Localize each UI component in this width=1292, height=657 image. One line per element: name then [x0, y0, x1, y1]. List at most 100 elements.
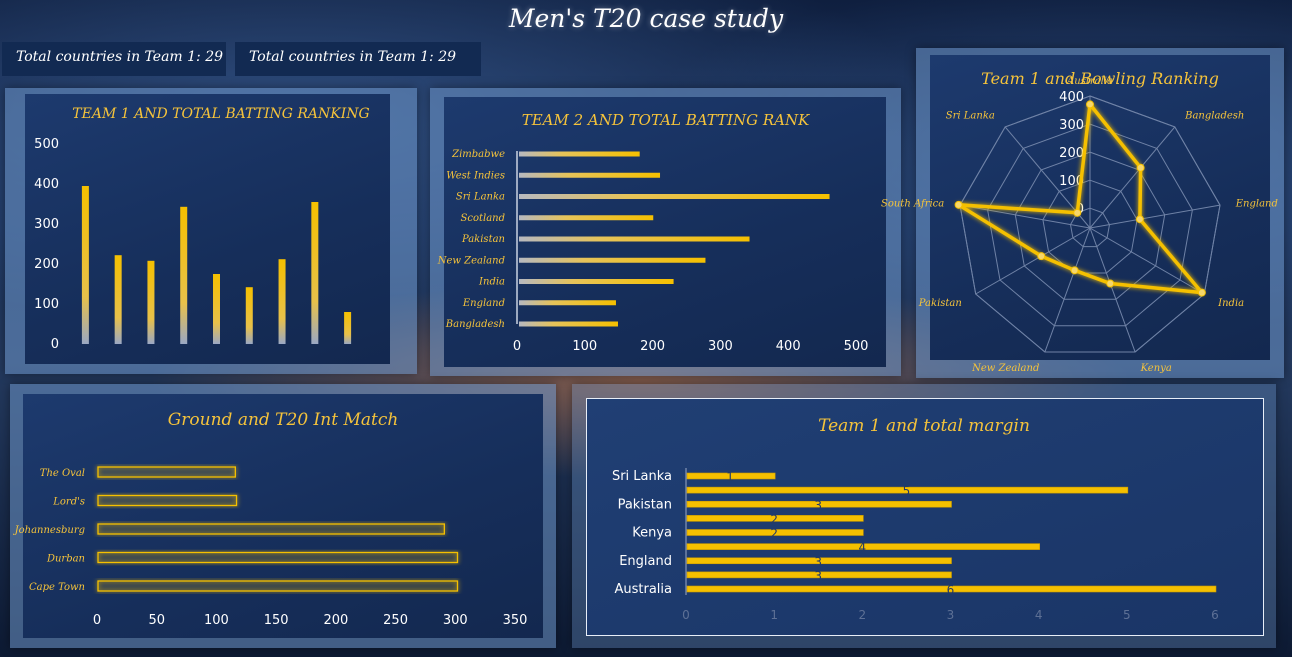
- y-tick-label: 0: [51, 337, 59, 352]
- radar-point: [1037, 252, 1046, 261]
- data-label: 4: [859, 541, 867, 555]
- category-label: Australia: [1066, 76, 1113, 87]
- bar: [686, 543, 1040, 550]
- x-tick-label: 5: [1123, 608, 1131, 622]
- kpi-card-team1-countries: Total countries in Team 1: 29: [2, 42, 226, 76]
- x-tick-label: 0: [513, 339, 521, 354]
- category-label: Australia: [614, 582, 672, 597]
- ground-matches-title: Ground and T20 Int Match: [167, 410, 399, 430]
- radar-spoke: [959, 204, 1091, 229]
- x-tick-label: 3: [947, 608, 955, 622]
- data-label: 6: [947, 583, 955, 597]
- category-label: South Africa: [881, 198, 944, 209]
- category-label: India: [478, 277, 505, 288]
- team1-bowling-title: Team 1 and Bowling Ranking: [981, 69, 1219, 88]
- category-label: England: [1235, 198, 1278, 209]
- bar: [81, 186, 89, 344]
- radar-point: [1070, 266, 1079, 275]
- x-tick-label: 1: [770, 608, 778, 622]
- x-tick-label: 200: [323, 613, 348, 628]
- category-label: India: [1217, 298, 1244, 309]
- r-tick-label: 0: [1076, 202, 1084, 217]
- bar: [97, 466, 236, 478]
- category-label: Pakistan: [618, 497, 672, 512]
- data-label: 3: [814, 498, 822, 512]
- bar: [344, 312, 352, 344]
- radar-spoke: [1089, 227, 1205, 295]
- data-label: 3: [814, 569, 822, 583]
- team2-batting-title: TEAM 2 AND TOTAL BATTING RANK: [521, 111, 810, 129]
- team1-batting-chart: 0 100 200 300 400 500: [34, 137, 352, 352]
- y-tick-label: 400: [34, 177, 59, 192]
- team1-bowling-panel: Team 1 and Bowling Ranking 0 100 200 300 400…: [881, 48, 1284, 378]
- radar-grid-ring: [1069, 207, 1111, 248]
- radar-spoke: [1044, 227, 1091, 353]
- data-label: 2: [770, 527, 778, 541]
- y-tick-label: 300: [34, 217, 59, 232]
- category-label: Pakistan: [461, 234, 505, 245]
- x-tick-label: 0: [682, 608, 690, 622]
- category-label: Bangladesh: [1184, 111, 1244, 122]
- x-tick-label: 2: [859, 608, 867, 622]
- bar: [686, 585, 1217, 593]
- bar: [519, 194, 830, 199]
- bar: [519, 172, 661, 178]
- r-tick-label: 300: [1059, 118, 1084, 133]
- radar-series-line: [956, 102, 1204, 295]
- ground-matches-chart: The Oval Lord's Johannesburg Durban Cape Tow…: [13, 466, 528, 628]
- bar: [519, 215, 654, 221]
- r-tick-label: 400: [1059, 90, 1084, 105]
- bar: [519, 236, 750, 242]
- data-label: 2: [770, 512, 778, 526]
- radar-grid-ring: [959, 95, 1221, 353]
- x-tick-label: 150: [264, 613, 289, 628]
- r-tick-label: 200: [1059, 146, 1084, 161]
- radar-spoke: [1089, 126, 1176, 229]
- x-tick-label: 100: [572, 339, 597, 354]
- bar: [97, 523, 445, 535]
- bar: [519, 257, 706, 263]
- bar: [519, 300, 616, 306]
- radar-spoke: [1089, 227, 1136, 353]
- data-label: 1: [726, 470, 734, 484]
- category-label: Pakistan: [918, 298, 962, 309]
- category-label: New Zealand: [437, 255, 505, 266]
- radar-point: [1197, 288, 1206, 297]
- bar: [213, 274, 220, 344]
- data-label: 5: [903, 484, 911, 498]
- category-label: Sri Lanka: [456, 192, 505, 203]
- bar: [311, 202, 319, 344]
- bar: [686, 500, 952, 508]
- radar-grid-ring: [1042, 179, 1138, 274]
- bar: [686, 529, 864, 536]
- bar: [97, 551, 459, 564]
- bar: [686, 571, 952, 579]
- bar: [686, 515, 864, 522]
- radar-point: [954, 200, 963, 209]
- x-tick-label: 6: [1211, 608, 1219, 622]
- radar-grid-ring: [1014, 151, 1166, 300]
- category-label: Durban: [46, 554, 85, 565]
- bar: [519, 279, 674, 284]
- radar-grid-ring: [987, 123, 1193, 327]
- category-label: Kenya: [632, 526, 672, 541]
- bar: [97, 580, 459, 592]
- radar-point: [1136, 163, 1145, 172]
- radar-point: [1073, 208, 1082, 217]
- team1-margin-panel: Team 1 and total margin 1 5 3 2 2 4 3 3 6 Sri Lan…: [572, 384, 1276, 648]
- bar: [519, 151, 640, 157]
- category-label: Lord's: [52, 497, 85, 508]
- radar-point: [1135, 215, 1144, 224]
- y-tick-label: 500: [34, 137, 59, 152]
- x-tick-label: 250: [383, 613, 408, 628]
- category-label: New Zealand: [971, 363, 1039, 374]
- team2-batting-chart: Zimbabwe West Indies Sri Lanka Scotland Paki…: [437, 149, 869, 354]
- ground-matches-panel: Ground and T20 Int Match The Oval Lord's J…: [10, 384, 556, 648]
- x-tick-label: 500: [844, 339, 869, 354]
- kpi-card-team1-countries-2: Total countries in Team 1: 29: [235, 42, 481, 76]
- radar-point: [1086, 100, 1094, 109]
- bar: [97, 494, 238, 507]
- category-label: Sri Lanka: [612, 469, 672, 484]
- bar: [147, 260, 155, 344]
- x-tick-label: 350: [503, 613, 528, 628]
